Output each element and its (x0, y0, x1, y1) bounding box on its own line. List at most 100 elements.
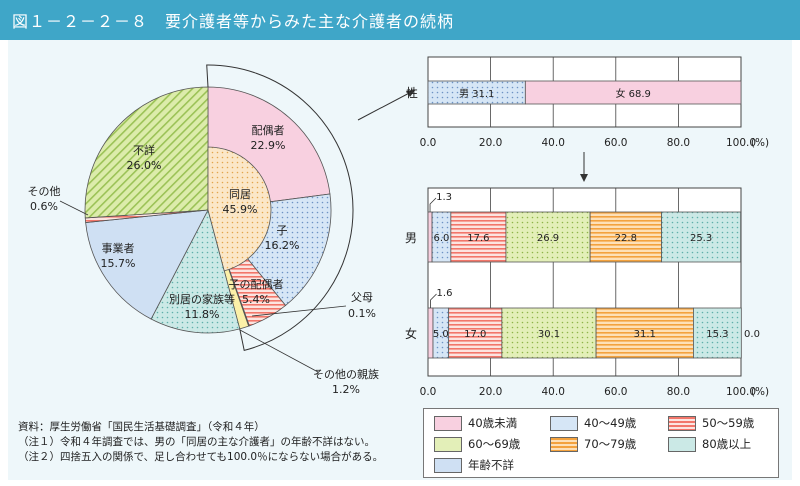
pie-value-子: 16.2% (265, 239, 300, 252)
leader-line-その他 (59, 200, 89, 216)
legend-label: 50～59歳 (702, 416, 755, 430)
sex-bar-女 (524, 80, 742, 105)
pie-value-その他: 0.6% (30, 200, 58, 213)
legend: 40歳未満 40～49歳 50～59歳 60～69歳 70～79歳 80歳以上年齢不詳 (423, 408, 779, 478)
sex-tick-0.0: 0.0 (420, 137, 437, 149)
age-tick-80.0: 80.0 (667, 386, 690, 398)
leader-line-その他の親族 (239, 329, 319, 373)
pie-value-その他の親族: 1.2% (332, 383, 360, 396)
sex-unit: (%) (751, 137, 769, 149)
pie-label-子の配偶者: 子の配偶者 (229, 278, 284, 291)
legend-item-40～49歳: 40～49歳 (550, 415, 636, 431)
legend-swatch (550, 436, 578, 452)
pie-bracket-arc (206, 64, 354, 352)
pie-label-別居の家族等: 別居の家族等 (169, 292, 235, 306)
age-tick-60.0: 60.0 (604, 386, 627, 398)
pie-slice-別居の家族等 (150, 208, 241, 334)
pie-label-不詳: 不詳 (133, 143, 155, 157)
age-bar-男-60～69歳 (505, 211, 591, 263)
pie-value-同居: 45.9% (223, 203, 258, 216)
age-leader-女 (430, 293, 437, 308)
pie-label-配偶者: 配偶者 (252, 124, 285, 137)
age-bar-男-50～59歳 (450, 211, 507, 263)
bracket-arrow (357, 89, 416, 121)
age-tick-40.0: 40.0 (542, 386, 565, 398)
notes: 資料：厚生労働省「国民生活基礎調査」（令和４年） （注１）令和４年調査では、男の… (18, 420, 418, 465)
legend-label: 80歳以上 (702, 437, 752, 451)
sex-bar-chart: 男 31.1 女 68.9 性 0.0 20.0 40.0 60.0 80.0 100.0(%) (406, 56, 769, 149)
age-category-label-女: 女 (405, 326, 417, 341)
age-bar-男-70～79歳 (589, 211, 662, 263)
sex-tick-20.0: 20.0 (479, 137, 502, 149)
age-bar-label-女-年齢不詳: 0.0 (744, 329, 760, 340)
age-bar-label-男-70～79歳: 22.8 (615, 233, 637, 244)
pie-slice-不詳 (84, 86, 209, 219)
note-source: 資料：厚生労働省「国民生活基礎調査」（令和４年） (18, 421, 265, 433)
pie-inner-slice-同居 (207, 146, 272, 272)
legend-label: 年齢不詳 (468, 458, 514, 472)
pie-value-子の配偶者: 5.4% (242, 293, 270, 306)
age-bar-女-60～69歳 (501, 307, 597, 359)
legend-item-40歳未満: 40歳未満 (434, 415, 517, 431)
age-bar-男-40歳未満 (427, 211, 433, 263)
note-1: （注１）令和４年調査では、男の「同居の主な介護者」の年齢不詳はない。 (18, 436, 375, 448)
age-bar-label-女-70～79歳: 31.1 (634, 329, 656, 340)
pie-label-父母: 父母 (351, 291, 373, 304)
note-2: （注２）四捨五入の関係で、足し合わせても100.0％にならない場合がある。 (18, 451, 384, 463)
age-bar-label-男-40～49歳: 6.0 (434, 233, 450, 244)
pie-label-その他: その他 (28, 185, 61, 198)
pie-inner-ring (207, 146, 272, 272)
legend-item-50～59歳: 50～59歳 (668, 415, 754, 431)
age-category-label-男: 男 (405, 231, 417, 245)
age-bar-label-女-40歳未満: 1.6 (437, 288, 453, 299)
age-bar-label-男-60～69歳: 26.9 (537, 233, 559, 244)
bracket-arrow-head (406, 90, 415, 97)
legend-swatch (550, 415, 578, 431)
age-bar-label-女-40～49歳: 5.0 (433, 329, 449, 340)
pie-label-同居: 同居 (229, 188, 251, 201)
age-tick-100.0: 100.0 (726, 386, 756, 398)
sex-tick-60.0: 60.0 (604, 137, 627, 149)
pie-label-その他の親族: その他の親族 (313, 367, 379, 381)
sex-tick-100.0: 100.0 (726, 137, 756, 149)
legend-item-70～79歳: 70～79歳 (550, 436, 636, 452)
sex-tick-40.0: 40.0 (542, 137, 565, 149)
age-bar-label-男-80歳以上: 25.3 (690, 233, 712, 244)
leader-line-父母 (251, 305, 347, 317)
sex-category-label: 性 (406, 86, 418, 100)
age-bar-label-男-40歳未満: 1.3 (436, 192, 452, 203)
pie-value-別居の家族等: 11.8% (185, 308, 220, 321)
pie-value-不詳: 26.0% (127, 159, 162, 172)
legend-swatch (434, 415, 462, 431)
sex-tick-80.0: 80.0 (667, 137, 690, 149)
age-bar-label-男-50～59歳: 17.6 (467, 233, 489, 244)
age-bar-label-女-50～59歳: 17.0 (464, 329, 486, 340)
pie-label-子: 子 (277, 224, 288, 237)
age-bar-女-80歳以上 (693, 307, 742, 359)
age-leader-男 (429, 197, 437, 212)
legend-swatch (434, 436, 462, 452)
age-unit: (%) (751, 386, 769, 398)
legend-item-80歳以上: 80歳以上 (668, 436, 751, 452)
pie-value-父母: 0.1% (348, 307, 376, 320)
legend-label: 70～79歳 (584, 437, 637, 451)
legend-swatch (668, 436, 696, 452)
sex-bar-label-男: 男 31.1 (459, 88, 494, 100)
pie-value-事業者: 15.7% (101, 257, 136, 270)
age-tick-0.0: 0.0 (420, 386, 437, 398)
legend-swatch (668, 415, 696, 431)
figure-title: 図１－２－２－８ 要介護者等からみた主な介護者の続柄 (12, 12, 455, 31)
legend-item-60～69歳: 60～69歳 (434, 436, 520, 452)
legend-item-年齢不詳: 年齢不詳 (434, 457, 514, 473)
age-bar-label-女-80歳以上: 15.3 (706, 329, 728, 340)
legend-label: 40歳未満 (468, 416, 518, 430)
header-bar: 図１－２－２－８ 要介護者等からみた主な介護者の続柄 (0, 0, 800, 40)
pie-label-事業者: 事業者 (102, 242, 135, 255)
age-tick-20.0: 20.0 (479, 386, 502, 398)
pie-value-配偶者: 22.9% (251, 139, 286, 152)
down-arrow-head (580, 174, 588, 182)
pie-slice-事業者 (85, 209, 209, 320)
legend-label: 40～49歳 (584, 416, 637, 430)
sex-bar-label-女: 女 68.9 (615, 87, 650, 100)
